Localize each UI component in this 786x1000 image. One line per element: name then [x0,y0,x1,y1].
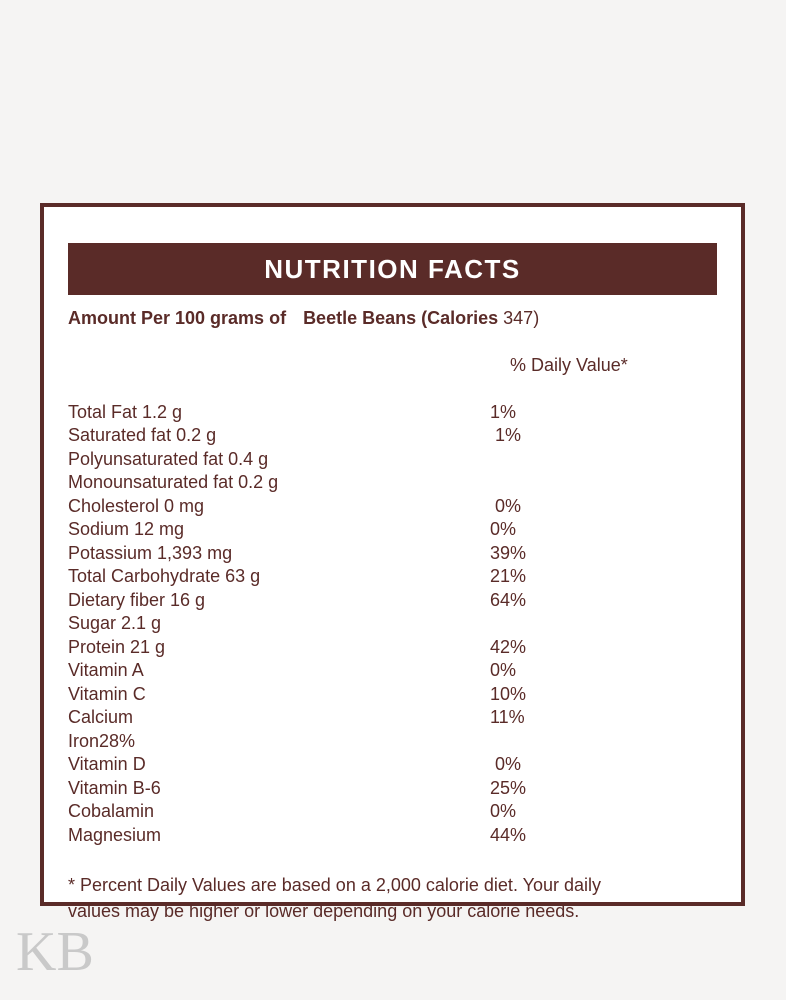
nutrient-row: Vitamin C 10% [68,683,717,707]
nutrient-label: Calcium [68,707,134,727]
nutrient-row: Total Fat 1.2 g 1% [68,401,717,425]
nutrient-label: Protein 21 g [68,636,166,657]
nutrient-value: 64% [490,589,527,610]
nutrient-value: 1% [490,425,522,445]
nutrient-row: Magnesium 44% [68,824,717,848]
nutrient-value: 0% [490,801,517,821]
amount-per-line: Amount Per 100 grams of Beetle Beans (Cal… [68,306,717,330]
nutrient-row: Monounsaturated fat 0.2 g [68,471,717,495]
nutrient-value [490,471,717,495]
nutrient-row: Calcium 11% [68,706,717,730]
nutrient-row: Protein 21 g 42% [68,636,717,660]
nutrition-facts-header-bar: NUTRITION FACTS [68,243,717,295]
nutrient-value: 1% [490,401,517,422]
nutrient-value: 0% [490,660,517,680]
nutrient-label: Vitamin C [68,683,146,704]
nutrient-value: 0% [490,754,522,774]
nutrient-row: Sugar 2.1 g [68,612,717,636]
nutrient-row: Iron28% [68,730,717,754]
nutrient-label: Polyunsaturated fat 0.4 g [68,448,269,469]
nutrient-row: Polyunsaturated fat 0.4 g [68,448,717,472]
nutrient-row: Cobalamin 0% [68,800,717,824]
daily-value-label: % Daily Value* [510,354,628,375]
nutrient-value: 21% [490,566,527,586]
nutrient-label: Total Fat 1.2 g [68,401,183,422]
nutrient-row: Dietary fiber 16 g 64% [68,589,717,613]
nutrient-label: Saturated fat 0.2 g [68,425,217,445]
nutrient-table: Total Fat 1.2 g 1% Saturated fat 0.2 g 1… [68,401,717,848]
nutrient-row: Sodium 12 mg 0% [68,518,717,542]
nutrient-value: 39% [490,542,527,563]
nutrient-label: Monounsaturated fat 0.2 g [68,472,279,492]
nutrient-value: 25% [490,777,527,798]
footnote-line-1: * Percent Daily Values are based on a 2,… [68,875,602,895]
nutrient-label: Potassium 1,393 mg [68,542,233,563]
calories-value: 347) [503,308,540,328]
nutrient-label: Cobalamin [68,801,155,821]
nutrient-row: Vitamin A 0% [68,659,717,683]
nutrient-label: Dietary fiber 16 g [68,589,206,610]
nutrient-row: Saturated fat 0.2 g 1% [68,424,717,448]
nutrient-label: Iron28% [68,730,136,751]
nutrient-value: 0% [490,495,522,516]
nutrient-label: Total Carbohydrate 63 g [68,566,261,586]
kb-watermark: KB [16,921,94,983]
nutrient-value [490,730,717,754]
nutrient-value: 11% [490,707,525,727]
nutrient-row: Vitamin D 0% [68,753,717,777]
nutrient-label: Vitamin D [68,754,146,774]
footnote: * Percent Daily Values are based on a 2,… [68,873,698,924]
product-name-label: Beetle Beans (Calories [303,308,499,328]
nutrient-row: Cholesterol 0 mg 0% [68,495,717,519]
nutrient-row: Potassium 1,393 mg 39% [68,542,717,566]
nutrient-label: Vitamin B-6 [68,777,161,798]
nutrition-facts-title: NUTRITION FACTS [264,253,521,284]
nutrition-facts-card: NUTRITION FACTS Amount Per 100 grams of B… [40,203,745,921]
amount-label: Amount Per 100 grams of [68,308,287,328]
nutrient-value [490,612,717,636]
nutrient-value [490,448,717,472]
footnote-line-2: values may be higher or lower depending … [68,900,580,921]
nutrient-value: 42% [490,636,527,657]
nutrient-label: Cholesterol 0 mg [68,495,205,516]
nutrient-label: Sugar 2.1 g [68,613,162,633]
nutrient-value: 44% [490,824,527,845]
nutrient-value: 0% [490,519,517,539]
nutrient-label: Sodium 12 mg [68,519,185,539]
nutrient-value: 10% [490,683,527,704]
nutrient-row: Vitamin B-6 25% [68,777,717,801]
daily-value-header: % Daily Value* [68,330,717,401]
nutrient-row: Total Carbohydrate 63 g 21% [68,565,717,589]
nutrient-label: Magnesium [68,824,162,845]
nutrient-label: Vitamin A [68,660,144,680]
